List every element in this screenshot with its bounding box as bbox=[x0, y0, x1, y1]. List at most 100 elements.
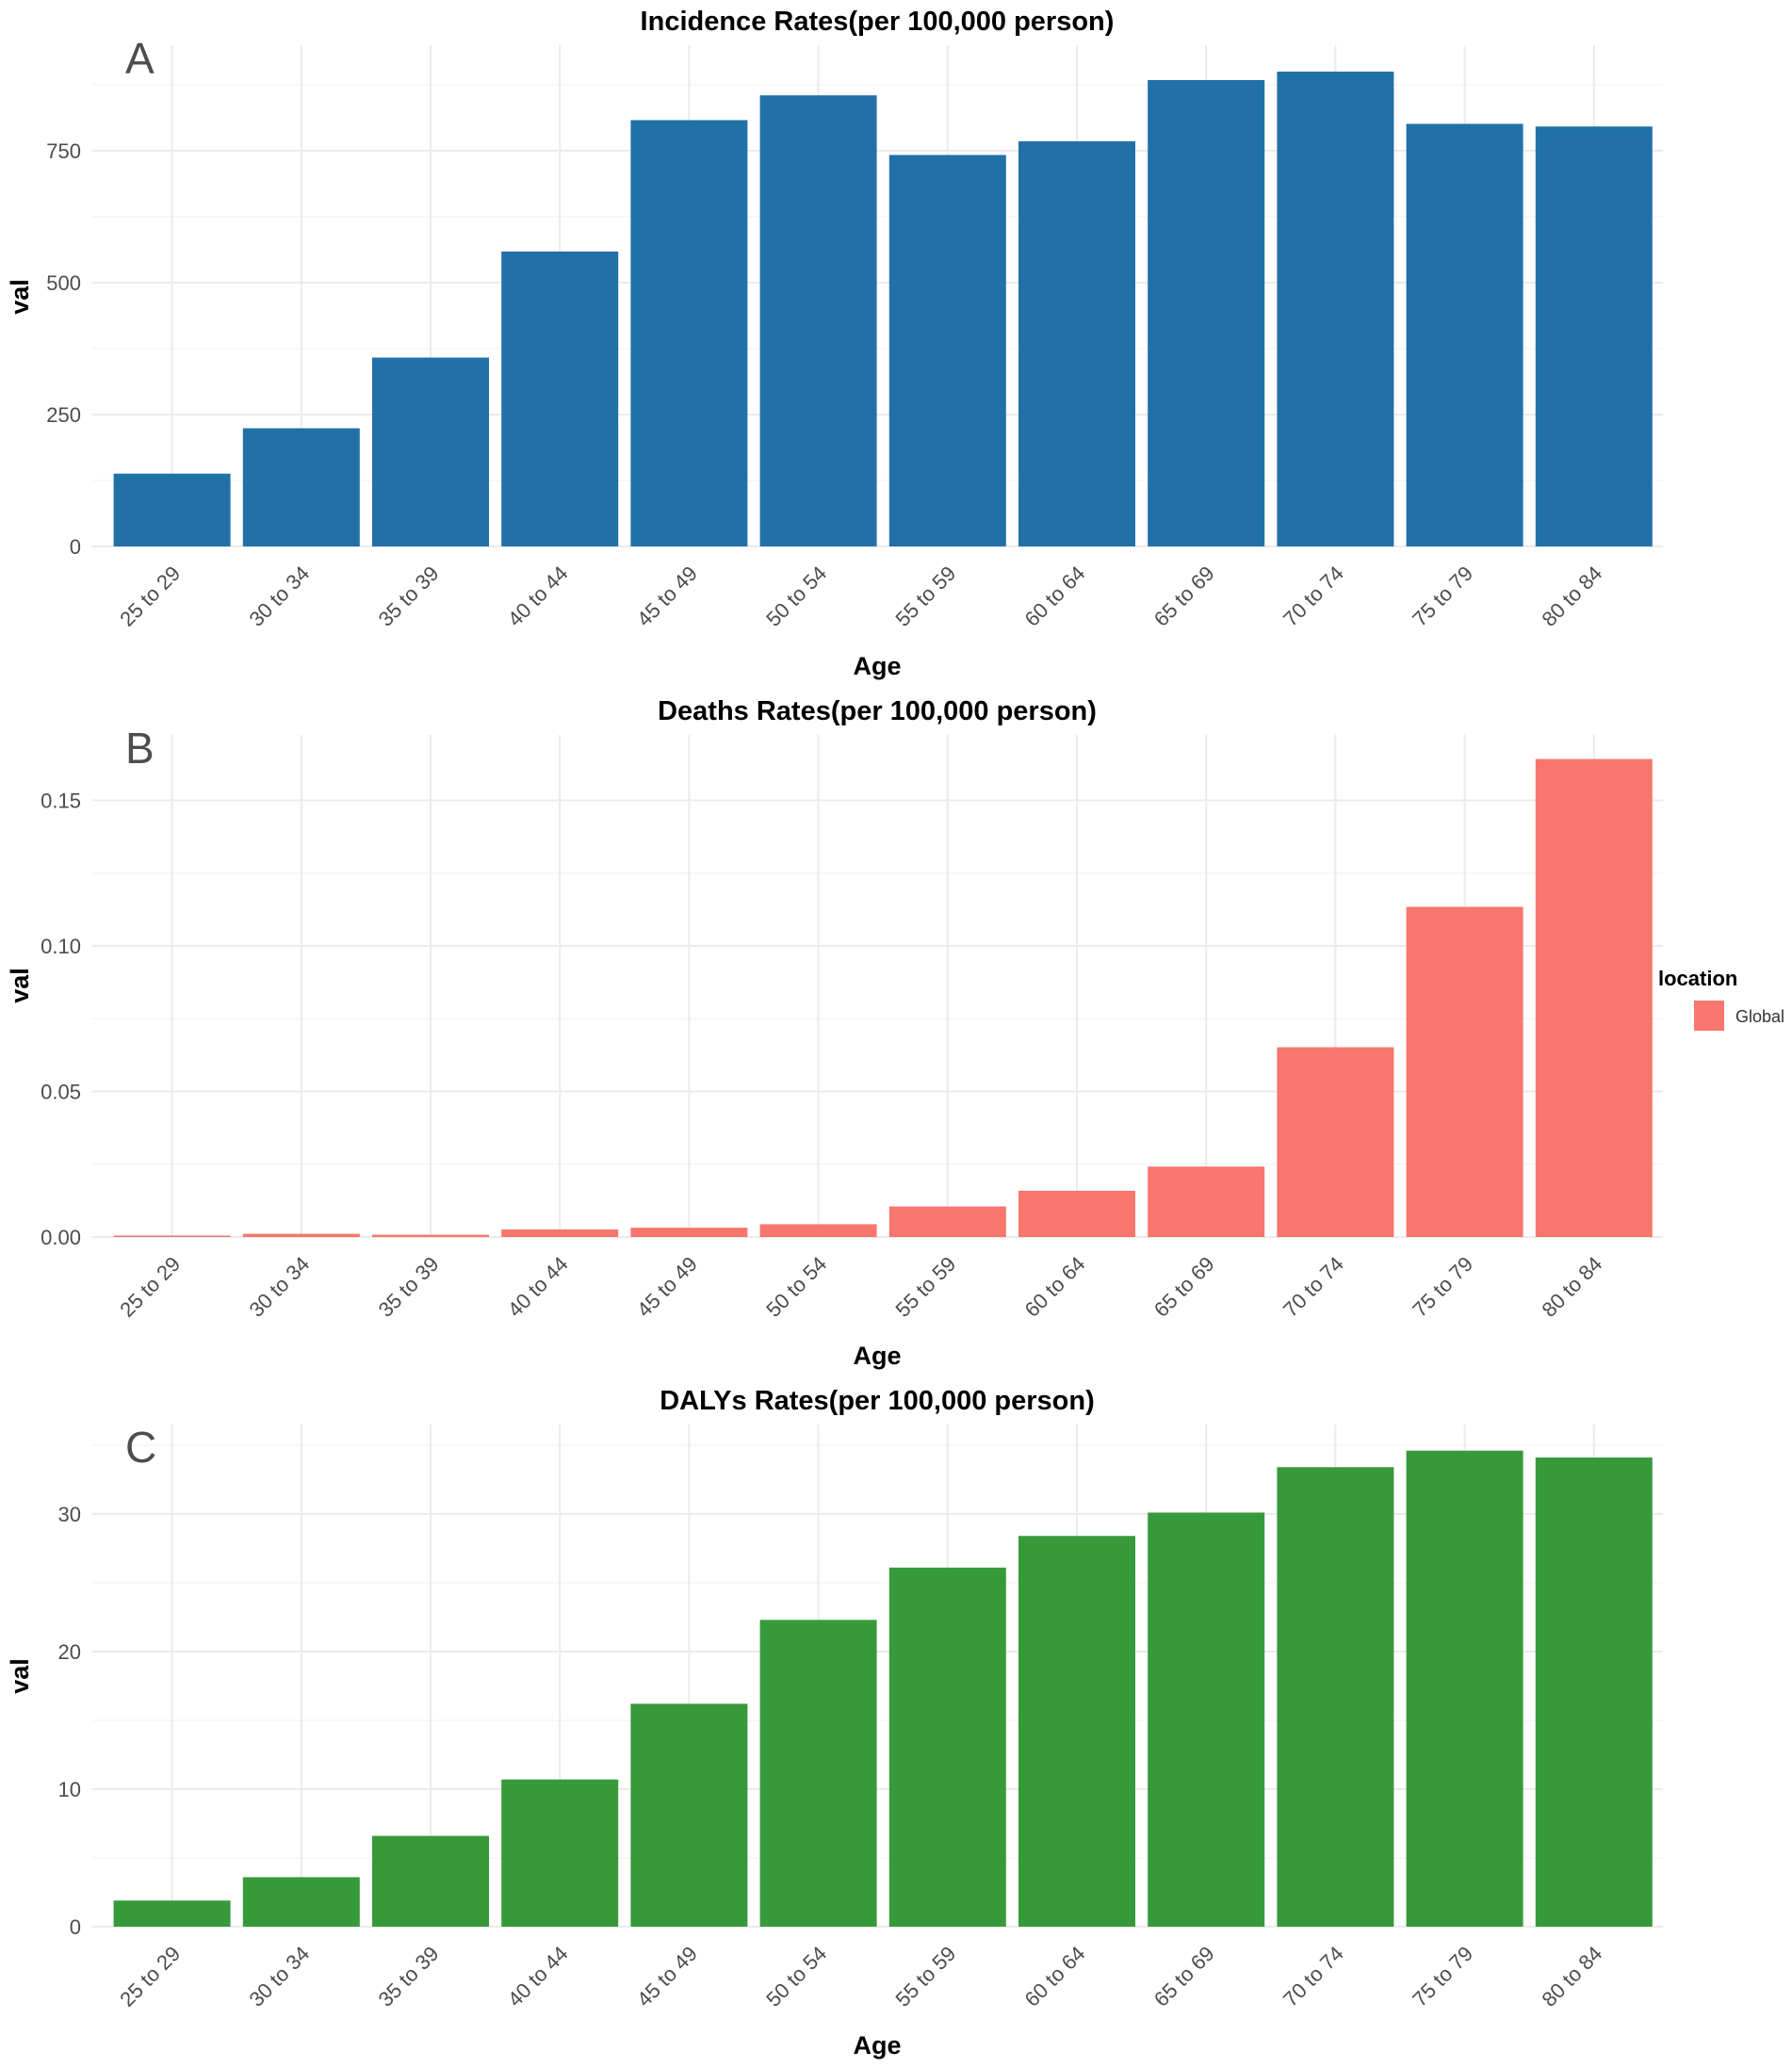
bar-35-to-39 bbox=[372, 357, 489, 546]
x-tick-label: 60 to 64 bbox=[1020, 1252, 1090, 1322]
x-axis-title: Age bbox=[853, 652, 901, 680]
x-tick-label: 70 to 74 bbox=[1279, 562, 1348, 631]
legend-key bbox=[1694, 1001, 1724, 1031]
x-tick-label: 60 to 64 bbox=[1020, 562, 1090, 631]
x-tick-label: 80 to 84 bbox=[1537, 1942, 1606, 2011]
chart-title: DALYs Rates(per 100,000 person) bbox=[660, 1386, 1095, 1416]
bar-25-to-29 bbox=[113, 1900, 231, 1927]
x-tick-label: 30 to 34 bbox=[244, 1942, 314, 2011]
bar-80-to-84 bbox=[1535, 758, 1653, 1237]
bar-50-to-54 bbox=[759, 1224, 877, 1237]
x-tick-label: 50 to 54 bbox=[761, 562, 831, 631]
x-tick-label: 45 to 49 bbox=[632, 562, 702, 631]
x-tick-label: 80 to 84 bbox=[1537, 562, 1606, 631]
x-tick-label: 50 to 54 bbox=[761, 1942, 831, 2011]
y-tick-label: 0 bbox=[70, 535, 81, 559]
bar-60-to-64 bbox=[1018, 140, 1135, 547]
y-tick-label: 0.10 bbox=[41, 935, 81, 958]
x-tick-label: 75 to 79 bbox=[1408, 1942, 1477, 2011]
x-tick-label: 40 to 44 bbox=[503, 1942, 573, 2011]
x-tick-label: 45 to 49 bbox=[632, 1252, 702, 1322]
bar-45-to-49 bbox=[630, 1703, 748, 1927]
bar-65-to-69 bbox=[1148, 1166, 1265, 1237]
bar-75-to-79 bbox=[1406, 906, 1523, 1237]
y-tick-label: 500 bbox=[46, 271, 81, 295]
bar-50-to-54 bbox=[759, 1620, 877, 1927]
bar-45-to-49 bbox=[630, 120, 748, 547]
chart-panel-a: 0 250 500 750 25 to 29 30 to 34 35 to 39 40 to … bbox=[6, 7, 1663, 680]
x-tick-label: 55 to 59 bbox=[890, 1252, 960, 1322]
y-tick-label: 750 bbox=[46, 139, 81, 163]
x-tick-label: 60 to 64 bbox=[1020, 1942, 1090, 2011]
y-tick-label: 20 bbox=[58, 1640, 81, 1664]
bar-70-to-74 bbox=[1277, 72, 1394, 546]
y-axis-title: val bbox=[6, 968, 34, 1003]
bar-30-to-34 bbox=[242, 428, 360, 546]
bar-60-to-64 bbox=[1018, 1190, 1135, 1237]
bar-40-to-44 bbox=[501, 251, 619, 546]
bar-40-to-44 bbox=[501, 1779, 619, 1927]
chart-panel-c: 0 10 20 30 25 to 29 30 to 34 35 to 39 40 to 44 4… bbox=[6, 1386, 1663, 2060]
x-tick-label: 30 to 34 bbox=[244, 562, 314, 631]
y-tick-label: 30 bbox=[58, 1503, 81, 1526]
y-tick-label: 0.05 bbox=[41, 1081, 81, 1104]
x-tick-label: 35 to 39 bbox=[374, 562, 444, 631]
x-tick-label: 80 to 84 bbox=[1537, 1252, 1606, 1322]
x-tick-label: 55 to 59 bbox=[890, 1942, 960, 2011]
y-tick-label: 0.15 bbox=[41, 790, 81, 813]
y-tick-label: 250 bbox=[46, 403, 81, 427]
bar-55-to-59 bbox=[888, 1206, 1006, 1237]
legend-title: location bbox=[1658, 967, 1737, 990]
x-tick-label: 50 to 54 bbox=[761, 1252, 831, 1322]
x-tick-label: 35 to 39 bbox=[374, 1942, 444, 2011]
x-tick-label: 65 to 69 bbox=[1149, 1942, 1219, 2011]
legend: location Global bbox=[1658, 967, 1784, 1031]
chart-title: Deaths Rates(per 100,000 person) bbox=[658, 696, 1097, 726]
bar-60-to-64 bbox=[1018, 1536, 1135, 1927]
bar-35-to-39 bbox=[372, 1835, 489, 1927]
bar-80-to-84 bbox=[1535, 1457, 1653, 1927]
x-tick-label: 55 to 59 bbox=[890, 562, 960, 631]
y-tick-label: 0.00 bbox=[41, 1226, 81, 1249]
chart-panel-b: 0.00 0.05 0.10 0.15 25 to 29 30 to 34 35 to 39… bbox=[6, 696, 1784, 1370]
y-tick-label: 0 bbox=[70, 1915, 81, 1939]
y-axis-title: val bbox=[6, 1658, 34, 1694]
y-axis-title: val bbox=[6, 279, 34, 315]
panel-label: A bbox=[125, 34, 155, 83]
bar-55-to-59 bbox=[888, 1567, 1006, 1927]
x-tick-label: 45 to 49 bbox=[632, 1942, 702, 2011]
panel-label: B bbox=[125, 724, 155, 773]
bar-75-to-79 bbox=[1406, 1450, 1523, 1927]
bar-30-to-34 bbox=[242, 1877, 360, 1927]
x-tick-label: 75 to 79 bbox=[1408, 562, 1477, 631]
bar-70-to-74 bbox=[1277, 1047, 1394, 1237]
bar-40-to-44 bbox=[501, 1229, 619, 1237]
panel-label: C bbox=[125, 1423, 156, 1472]
bar-25-to-29 bbox=[113, 1235, 231, 1237]
bar-25-to-29 bbox=[113, 473, 231, 546]
x-tick-label: 30 to 34 bbox=[244, 1252, 314, 1322]
x-tick-label: 25 to 29 bbox=[115, 1942, 185, 2011]
bar-50-to-54 bbox=[759, 95, 877, 546]
bar-75-to-79 bbox=[1406, 123, 1523, 546]
bar-55-to-59 bbox=[888, 155, 1006, 547]
x-tick-label: 65 to 69 bbox=[1149, 562, 1219, 631]
legend-label: Global bbox=[1735, 1007, 1784, 1026]
bar-80-to-84 bbox=[1535, 126, 1653, 547]
x-tick-label: 25 to 29 bbox=[115, 1252, 185, 1322]
x-tick-label: 70 to 74 bbox=[1279, 1942, 1348, 2011]
bar-45-to-49 bbox=[630, 1228, 748, 1237]
bar-65-to-69 bbox=[1148, 79, 1265, 547]
x-axis-title: Age bbox=[853, 2031, 901, 2060]
chart-title: Incidence Rates(per 100,000 person) bbox=[641, 7, 1115, 37]
bar-65-to-69 bbox=[1148, 1512, 1265, 1927]
y-tick-label: 10 bbox=[58, 1778, 81, 1801]
x-tick-label: 25 to 29 bbox=[115, 562, 185, 631]
x-tick-label: 35 to 39 bbox=[374, 1252, 444, 1322]
x-tick-label: 65 to 69 bbox=[1149, 1252, 1219, 1322]
x-tick-label: 40 to 44 bbox=[503, 1252, 573, 1322]
bar-70-to-74 bbox=[1277, 1467, 1394, 1927]
x-tick-label: 40 to 44 bbox=[503, 562, 573, 631]
x-tick-label: 70 to 74 bbox=[1279, 1252, 1348, 1322]
